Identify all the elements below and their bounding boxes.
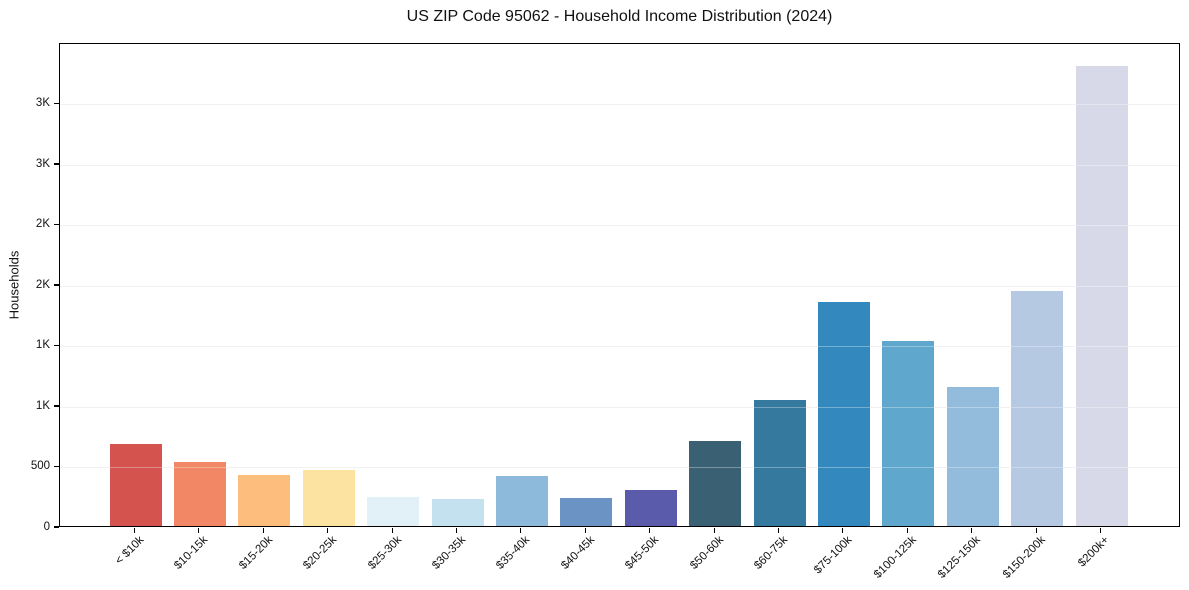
y-tick-label: 3K bbox=[35, 97, 50, 109]
x-tick-mark bbox=[842, 527, 844, 533]
x-tick-label: $75-100k bbox=[811, 534, 855, 577]
gridline-overlay bbox=[60, 346, 1179, 347]
gridline bbox=[60, 467, 1179, 468]
x-tick-label: < $10k bbox=[112, 534, 146, 568]
bar bbox=[367, 497, 420, 526]
y-tick-label: 2K bbox=[35, 278, 50, 291]
x-tick-mark bbox=[327, 527, 329, 533]
bar bbox=[624, 489, 677, 526]
gridline-overlay bbox=[60, 164, 1179, 166]
x-tick-label: $10-15k bbox=[172, 534, 211, 572]
x-tick-mark bbox=[1035, 527, 1037, 533]
y-tick-label: 0 bbox=[43, 520, 50, 533]
x-tick-mark bbox=[777, 527, 780, 533]
y-tick-mark bbox=[54, 163, 59, 165]
y-tick-label: 3K bbox=[35, 157, 50, 170]
x-tick-label: $50-60k bbox=[687, 534, 726, 572]
bar bbox=[753, 400, 806, 526]
gridline-overlay bbox=[60, 467, 1179, 468]
x-tick-label: $125-150k bbox=[936, 534, 984, 581]
x-tick-label: $20-25k bbox=[301, 534, 340, 572]
x-tick-label: $35-40k bbox=[494, 534, 533, 572]
y-tick-mark bbox=[54, 405, 59, 407]
x-tick-mark bbox=[584, 527, 586, 533]
y-tick-mark bbox=[54, 344, 59, 347]
x-tick-mark bbox=[713, 527, 715, 533]
x-tick-mark bbox=[649, 527, 651, 533]
gridline bbox=[60, 285, 1179, 287]
bar bbox=[173, 461, 226, 526]
y-tick-mark bbox=[54, 102, 59, 105]
gridline bbox=[60, 225, 1179, 226]
bar bbox=[689, 440, 742, 526]
x-tick-mark bbox=[455, 527, 458, 533]
gridline bbox=[60, 164, 1179, 166]
x-tick-label: $60-75k bbox=[752, 534, 790, 572]
y-tick-mark bbox=[54, 465, 59, 468]
gridline-overlay bbox=[60, 285, 1179, 287]
plot-area bbox=[59, 43, 1180, 527]
gridline bbox=[60, 104, 1179, 105]
bar bbox=[109, 443, 162, 526]
gridline-overlay bbox=[60, 104, 1179, 105]
gridline-overlay bbox=[60, 225, 1179, 226]
x-tick-label: $30-35k bbox=[430, 534, 468, 572]
y-tick-label: 1K bbox=[35, 339, 50, 351]
x-tick-label: $25-30k bbox=[365, 534, 404, 572]
x-tick-mark bbox=[262, 527, 264, 533]
x-tick-mark bbox=[906, 527, 908, 533]
x-tick-label: $15-20k bbox=[236, 534, 275, 572]
bar bbox=[817, 302, 870, 526]
gridline-overlay bbox=[60, 406, 1179, 408]
y-tick-label: 500 bbox=[30, 460, 50, 472]
x-tick-mark bbox=[1099, 527, 1102, 533]
x-tick-mark bbox=[198, 527, 200, 533]
y-tick-mark bbox=[54, 526, 59, 528]
bar bbox=[302, 469, 355, 526]
gridline bbox=[60, 406, 1179, 408]
y-tick-mark bbox=[54, 284, 59, 286]
bar bbox=[431, 499, 484, 526]
y-tick-mark bbox=[54, 223, 59, 226]
x-tick-label: $45-50k bbox=[623, 534, 662, 572]
bar bbox=[882, 340, 935, 526]
x-tick-mark bbox=[133, 527, 136, 533]
bar bbox=[560, 498, 613, 526]
bar bbox=[946, 387, 999, 526]
y-tick-label: 1K bbox=[35, 399, 50, 412]
x-tick-mark bbox=[391, 527, 393, 533]
bar bbox=[1011, 290, 1064, 526]
x-tick-label: $100-125k bbox=[871, 534, 919, 581]
bar bbox=[1075, 66, 1128, 526]
x-tick-mark bbox=[520, 527, 522, 533]
x-tick-label: $40-45k bbox=[558, 534, 597, 572]
bar bbox=[238, 475, 291, 526]
bar bbox=[495, 475, 548, 526]
chart-title: US ZIP Code 95062 - Household Income Dis… bbox=[406, 8, 833, 25]
gridline bbox=[60, 346, 1179, 347]
x-tick-mark bbox=[971, 527, 973, 533]
x-tick-label: $150-200k bbox=[1000, 534, 1048, 581]
y-tick-label: 2K bbox=[35, 218, 50, 230]
x-tick-label: $200k+ bbox=[1076, 534, 1112, 570]
